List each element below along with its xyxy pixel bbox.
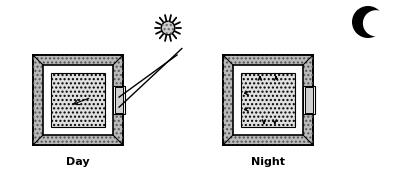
Bar (33, 55, 123, 145)
Bar (43, 65, 113, 135)
Circle shape (352, 6, 384, 38)
Circle shape (161, 21, 175, 35)
Bar (305, 87, 313, 113)
Bar (223, 55, 313, 145)
Bar (303, 86, 316, 114)
Bar (33, 55, 123, 145)
Circle shape (363, 10, 389, 36)
Bar (113, 86, 126, 114)
Bar (223, 55, 313, 145)
Bar (241, 73, 295, 127)
Bar (51, 73, 105, 127)
Bar (115, 87, 122, 113)
Bar (233, 65, 303, 135)
Text: Day: Day (66, 157, 90, 167)
Text: Night: Night (251, 157, 285, 167)
